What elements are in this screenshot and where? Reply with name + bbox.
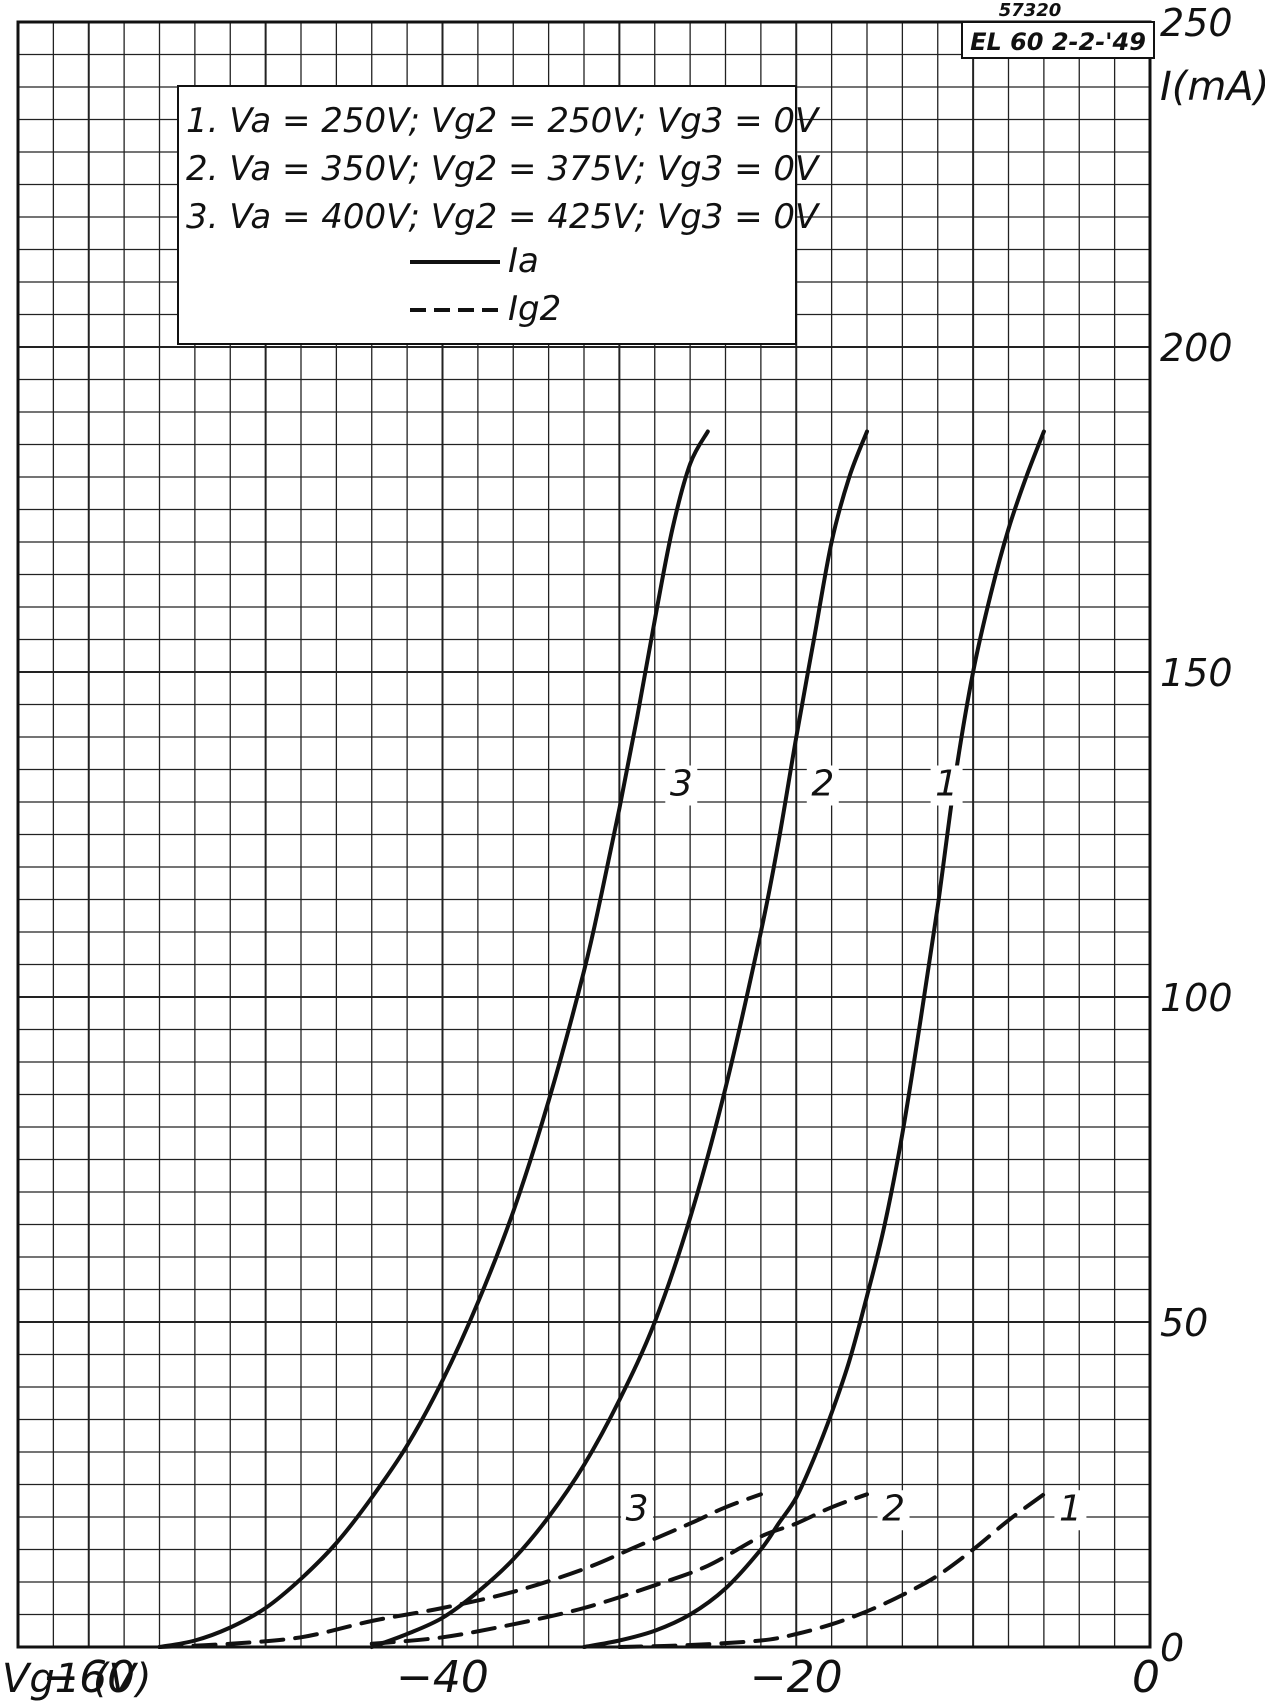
curve-label-ia-3: 3 [670,764,693,805]
legend-condition-1: 1. Va = 250V; Vg2 = 250V; Vg3 = 0V [186,101,821,141]
curve-ia-2 [369,429,869,1649]
stamp-number: 57320 [999,0,1062,21]
curve-label-ig2-1: 1 [1059,1488,1082,1529]
y-tick-label: 150 [1160,651,1233,695]
curve-label-ia-1: 1 [935,764,958,805]
legend: 1. Va = 250V; Vg2 = 250V; Vg3 = 0V 2. Va… [177,85,821,345]
x-tick-labels: −60 −40 −20 0 [42,1652,1160,1703]
y-tick-label: 0 [1160,1626,1184,1670]
stamp: 57320 EL 60 2-2-'49 [961,0,1155,59]
x-axis-label: Vg1 (V) [2,1656,152,1702]
curve-ia-3 [157,429,710,1649]
y-tick-label: 200 [1160,326,1233,370]
curve-ig2-2 [369,1492,869,1646]
curve-label-bg [1054,1490,1087,1531]
curve-label-bg [665,765,698,806]
curve-ia-1 [582,429,1046,1649]
legend-solid-label: Ia [508,241,539,281]
stamp-code: EL 60 2-2-'49 [970,28,1146,56]
x-tick-label: 0 [1132,1652,1160,1703]
curve-label-bg [877,1490,910,1531]
curve-labels: 1 2 3 1 2 3 [621,764,1087,1531]
y-tick-label: 50 [1160,1301,1208,1345]
y-axis-label: I(mA) [1160,64,1265,110]
legend-condition-3: 3. Va = 400V; Vg2 = 425V; Vg3 = 0V [186,197,821,237]
y-tick-label: 250 [1160,1,1233,45]
curves [157,429,1046,1649]
curve-label-ia-2: 2 [811,764,834,805]
curve-ig2-1 [617,1492,1046,1649]
y-tick-labels: 0 50 100 150 200 250 [1160,1,1233,1670]
legend-condition-2: 2. Va = 350V; Vg2 = 375V; Vg3 = 0V [186,149,821,189]
curve-ig2-3 [157,1492,763,1649]
curve-label-bg [806,765,839,806]
x-tick-label: −40 [396,1652,489,1703]
x-tick-label: −60 [42,1652,135,1703]
x-tick-label: −20 [750,1652,843,1703]
legend-box [177,85,797,345]
curve-label-ig2-3: 3 [626,1488,649,1529]
curve-label-ig2-2: 2 [882,1488,905,1529]
curve-label-bg [621,1490,654,1531]
curve-label-bg [930,765,963,806]
stamp-box [961,21,1155,59]
y-tick-label: 100 [1160,976,1233,1020]
legend-dashed-label: Ig2 [508,289,561,329]
